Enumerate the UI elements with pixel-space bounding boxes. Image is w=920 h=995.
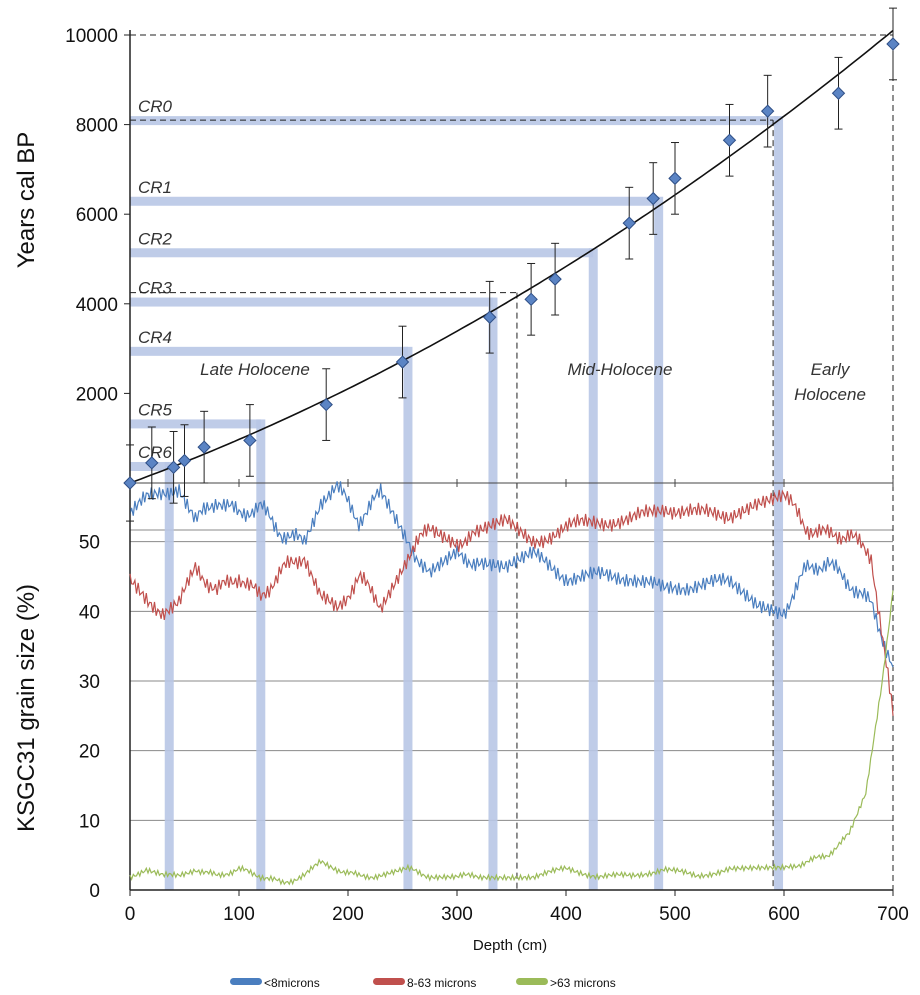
fit-curve [129, 29, 894, 484]
age-point [722, 133, 737, 147]
legend-label-0: <8microns [264, 976, 320, 990]
event-bar-h-CR1 [130, 196, 659, 206]
y-tick-label-top-10000: 10000 [65, 26, 118, 47]
age-point [886, 37, 900, 51]
y-tick-label-top-8000: 8000 [76, 116, 118, 137]
series-line-1 [129, 489, 894, 716]
event-bar-v-CR4 [403, 346, 413, 891]
y-axis-label-top: Years cal BP [13, 132, 40, 269]
event-bar-h-CR5 [130, 419, 261, 429]
event-bar-h-CR2 [130, 248, 594, 258]
x-tick-label-400: 400 [550, 904, 582, 925]
age-point [243, 433, 257, 448]
age-point [831, 86, 846, 100]
event-label-CR1: CR1 [138, 178, 172, 197]
event-label-CR3: CR3 [138, 279, 173, 298]
period-early-holocene-line2: Holocene [794, 385, 866, 404]
age-point [548, 272, 562, 286]
x-tick-label-200: 200 [332, 904, 364, 925]
event-bar-v-CR3 [488, 297, 498, 890]
y-tick-label-top-6000: 6000 [76, 205, 118, 226]
event-bar-v-CR6 [164, 461, 174, 890]
x-tick-label-0: 0 [125, 904, 136, 925]
age-point [524, 292, 538, 307]
event-label-CR0: CR0 [138, 97, 173, 116]
age-point [177, 453, 192, 468]
age-point [123, 476, 137, 490]
event-bar-v-CR1 [654, 196, 664, 890]
x-axis-label: Depth (cm) [473, 937, 547, 954]
x-tick-label-500: 500 [659, 904, 691, 925]
y-tick-label-bottom-50: 50 [79, 533, 100, 554]
event-bar-h-CR4 [130, 346, 408, 356]
age-point [622, 216, 636, 230]
legend-label-1: 8-63 microns [407, 976, 476, 990]
age-point [395, 355, 410, 369]
period-late-holocene: Late Holocene [200, 360, 310, 379]
x-tick-label-700: 700 [877, 904, 909, 925]
event-label-CR5: CR5 [138, 400, 173, 419]
event-label-CR6: CR6 [138, 443, 173, 462]
y-tick-label-bottom-0: 0 [89, 881, 100, 902]
series-line-2 [129, 590, 894, 886]
y-tick-label-bottom-20: 20 [79, 742, 100, 763]
age-point [166, 460, 181, 475]
y-tick-label-bottom-40: 40 [79, 602, 100, 623]
age-point [319, 397, 333, 412]
y-tick-label-top-2000: 2000 [76, 384, 118, 405]
x-tick-label-100: 100 [223, 904, 255, 925]
y-tick-label-bottom-30: 30 [79, 672, 100, 693]
event-label-CR2: CR2 [138, 229, 173, 248]
period-early-holocene-line1: Early [811, 360, 851, 379]
x-tick-label-300: 300 [441, 904, 473, 925]
age-point [646, 191, 660, 206]
legend-swatch-2 [516, 978, 548, 985]
y-tick-label-bottom-10: 10 [79, 811, 100, 832]
event-label-CR4: CR4 [138, 328, 172, 347]
event-bar-v-CR0 [774, 116, 784, 891]
y-tick-label-top-4000: 4000 [76, 295, 118, 316]
y-axis-label-bottom: KSGC31 grain size (%) [13, 584, 40, 832]
legend-label-2: >63 microns [550, 976, 616, 990]
age-point [482, 310, 497, 324]
age-point [197, 440, 211, 454]
series-line-0 [129, 481, 894, 668]
age-point [668, 171, 682, 186]
legend-swatch-1 [373, 978, 405, 985]
event-bar-v-CR5 [256, 419, 266, 890]
legend-swatch-0 [230, 978, 262, 985]
age-point [760, 104, 775, 118]
period-mid-holocene: Mid-Holocene [568, 360, 673, 379]
x-tick-label-600: 600 [768, 904, 800, 925]
age-point [145, 456, 159, 470]
event-bar-h-CR3 [130, 297, 493, 307]
